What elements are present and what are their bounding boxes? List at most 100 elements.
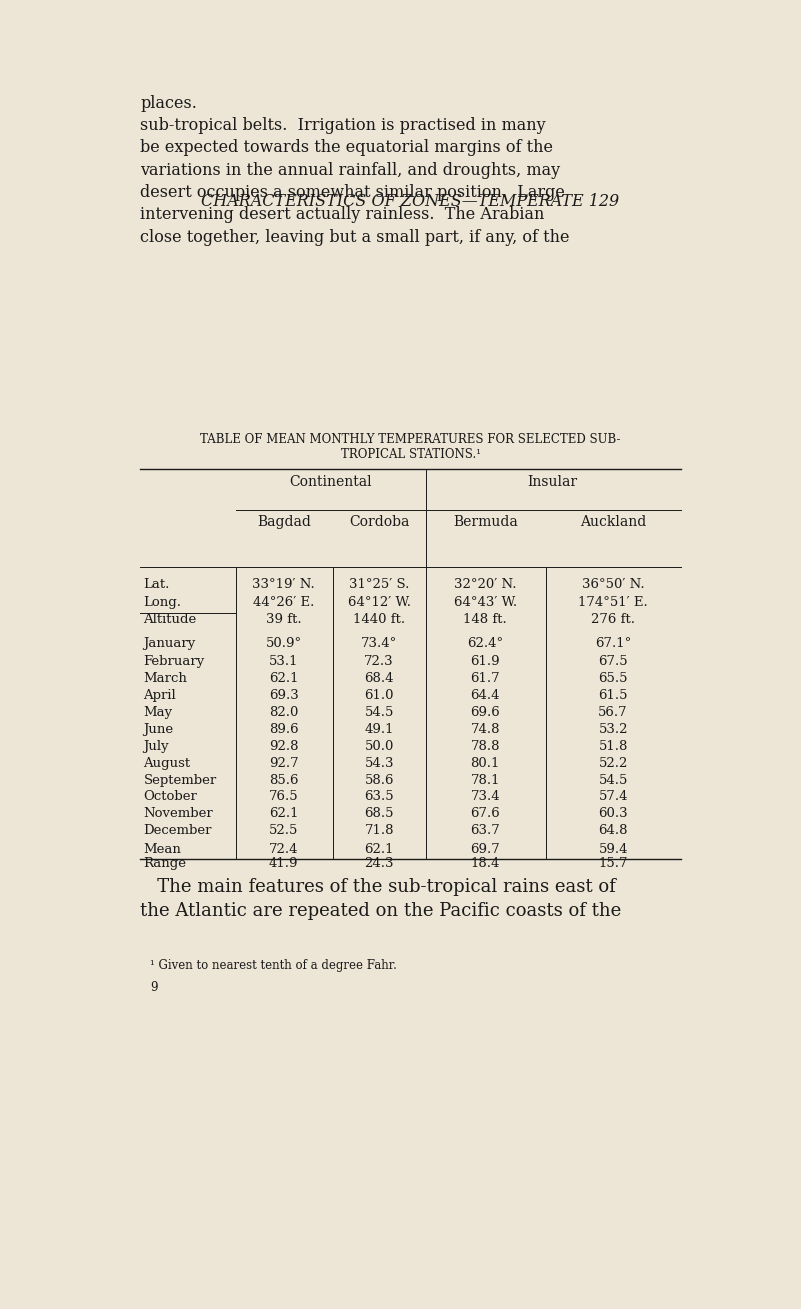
Text: 56.7: 56.7 xyxy=(598,706,628,719)
Text: The main features of the sub-tropical rains east of: The main features of the sub-tropical ra… xyxy=(140,878,616,895)
Text: July: July xyxy=(143,740,169,753)
Text: variations in the annual rainfall, and droughts, may: variations in the annual rainfall, and d… xyxy=(140,162,561,179)
Text: 52.5: 52.5 xyxy=(269,825,299,838)
Text: 60.3: 60.3 xyxy=(598,808,628,821)
Text: the Atlantic are repeated on the Pacific coasts of the: the Atlantic are repeated on the Pacific… xyxy=(140,902,622,920)
Text: 78.1: 78.1 xyxy=(470,774,500,787)
Text: 65.5: 65.5 xyxy=(598,672,628,685)
Text: 33°19′ N.: 33°19′ N. xyxy=(252,579,315,590)
Text: 85.6: 85.6 xyxy=(269,774,299,787)
Text: 1440 ft.: 1440 ft. xyxy=(353,614,405,626)
Text: 24.3: 24.3 xyxy=(364,857,394,870)
Text: September: September xyxy=(143,774,217,787)
Text: 63.5: 63.5 xyxy=(364,791,394,804)
Text: 71.8: 71.8 xyxy=(364,825,394,838)
Text: 68.5: 68.5 xyxy=(364,808,394,821)
Text: 41.9: 41.9 xyxy=(269,857,299,870)
Text: Bermuda: Bermuda xyxy=(453,516,517,529)
Text: 92.8: 92.8 xyxy=(269,740,299,753)
Text: 73.4: 73.4 xyxy=(470,791,500,804)
Text: 82.0: 82.0 xyxy=(269,706,299,719)
Text: 36°50′ N.: 36°50′ N. xyxy=(582,579,645,590)
Text: 174°51′ E.: 174°51′ E. xyxy=(578,596,648,609)
Text: 89.6: 89.6 xyxy=(269,723,299,736)
Text: 67.6: 67.6 xyxy=(470,808,500,821)
Text: Bagdad: Bagdad xyxy=(257,516,311,529)
Text: 50.9°: 50.9° xyxy=(266,637,302,651)
Text: 73.4°: 73.4° xyxy=(361,637,397,651)
Text: October: October xyxy=(143,791,197,804)
Text: February: February xyxy=(143,654,205,668)
Text: 32°20′ N.: 32°20′ N. xyxy=(454,579,517,590)
Text: 54.3: 54.3 xyxy=(364,757,394,770)
Text: 62.1: 62.1 xyxy=(269,672,299,685)
Text: 148 ft.: 148 ft. xyxy=(464,614,507,626)
Text: Range: Range xyxy=(143,857,187,870)
Text: 78.8: 78.8 xyxy=(470,740,500,753)
Text: 67.1°: 67.1° xyxy=(595,637,631,651)
Text: 67.5: 67.5 xyxy=(598,654,628,668)
Text: Altitude: Altitude xyxy=(143,614,197,626)
Text: 69.7: 69.7 xyxy=(470,843,500,856)
Text: Insular: Insular xyxy=(528,475,578,490)
Text: March: March xyxy=(143,672,187,685)
Text: 61.7: 61.7 xyxy=(470,672,500,685)
Text: 53.2: 53.2 xyxy=(598,723,628,736)
Text: Auckland: Auckland xyxy=(580,516,646,529)
Text: 69.3: 69.3 xyxy=(269,689,299,702)
Text: January: January xyxy=(143,637,195,651)
Text: December: December xyxy=(143,825,212,838)
Text: sub-tropical belts.  Irrigation is practised in many: sub-tropical belts. Irrigation is practi… xyxy=(140,117,546,134)
Text: be expected towards the equatorial margins of the: be expected towards the equatorial margi… xyxy=(140,139,553,156)
Text: 74.8: 74.8 xyxy=(470,723,500,736)
Text: 15.7: 15.7 xyxy=(598,857,628,870)
Text: 44°26′ E.: 44°26′ E. xyxy=(253,596,315,609)
Text: 50.0: 50.0 xyxy=(364,740,394,753)
Text: Continental: Continental xyxy=(289,475,372,490)
Text: 72.4: 72.4 xyxy=(269,843,299,856)
Text: 62.4°: 62.4° xyxy=(467,637,503,651)
Text: 49.1: 49.1 xyxy=(364,723,394,736)
Text: 54.5: 54.5 xyxy=(364,706,394,719)
Text: ¹ Given to nearest tenth of a degree Fahr.: ¹ Given to nearest tenth of a degree Fah… xyxy=(151,959,397,973)
Text: 51.8: 51.8 xyxy=(598,740,628,753)
Text: 80.1: 80.1 xyxy=(471,757,500,770)
Text: 18.4: 18.4 xyxy=(471,857,500,870)
Text: 68.4: 68.4 xyxy=(364,672,394,685)
Text: 64°43′ W.: 64°43′ W. xyxy=(453,596,517,609)
Text: June: June xyxy=(143,723,174,736)
Text: 59.4: 59.4 xyxy=(598,843,628,856)
Text: 63.7: 63.7 xyxy=(470,825,500,838)
Text: Lat.: Lat. xyxy=(143,579,170,590)
Text: desert occupies a somewhat similar position.  Large: desert occupies a somewhat similar posit… xyxy=(140,185,566,202)
Text: intervening desert actually rainless.  The Arabian: intervening desert actually rainless. Th… xyxy=(140,207,545,224)
Text: 62.1: 62.1 xyxy=(269,808,299,821)
Text: 57.4: 57.4 xyxy=(598,791,628,804)
Text: May: May xyxy=(143,706,173,719)
Text: 76.5: 76.5 xyxy=(269,791,299,804)
Text: 31°25′ S.: 31°25′ S. xyxy=(349,579,409,590)
Text: 92.7: 92.7 xyxy=(269,757,299,770)
Text: 72.3: 72.3 xyxy=(364,654,394,668)
Text: August: August xyxy=(143,757,191,770)
Text: 64°12′ W.: 64°12′ W. xyxy=(348,596,411,609)
Text: 53.1: 53.1 xyxy=(269,654,299,668)
Text: places.: places. xyxy=(140,94,197,111)
Text: 9: 9 xyxy=(151,980,158,994)
Text: 61.9: 61.9 xyxy=(470,654,500,668)
Text: Cordoba: Cordoba xyxy=(349,516,409,529)
Text: 61.0: 61.0 xyxy=(364,689,394,702)
Text: 61.5: 61.5 xyxy=(598,689,628,702)
Text: close together, leaving but a small part, if any, of the: close together, leaving but a small part… xyxy=(140,229,570,246)
Text: April: April xyxy=(143,689,176,702)
Text: TABLE OF MEAN MONTHLY TEMPERATURES FOR SELECTED SUB-: TABLE OF MEAN MONTHLY TEMPERATURES FOR S… xyxy=(200,433,621,446)
Text: 64.8: 64.8 xyxy=(598,825,628,838)
Text: 52.2: 52.2 xyxy=(598,757,628,770)
Text: TROPICAL STATIONS.¹: TROPICAL STATIONS.¹ xyxy=(340,448,481,461)
Text: 64.4: 64.4 xyxy=(470,689,500,702)
Text: CHARACTERISTICS OF ZONES—TEMPERATE 129: CHARACTERISTICS OF ZONES—TEMPERATE 129 xyxy=(201,192,620,209)
Text: 62.1: 62.1 xyxy=(364,843,394,856)
Text: Long.: Long. xyxy=(143,596,182,609)
Text: 69.6: 69.6 xyxy=(470,706,500,719)
Text: 58.6: 58.6 xyxy=(364,774,394,787)
